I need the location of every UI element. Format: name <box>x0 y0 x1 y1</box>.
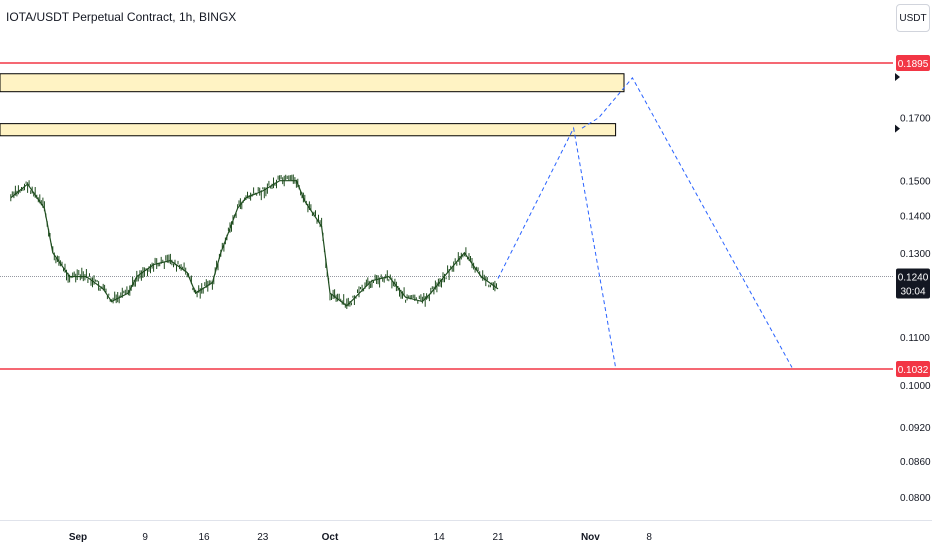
y-tick-label: 0.1500 <box>900 177 931 188</box>
projection-path-2[interactable] <box>581 76 793 368</box>
y-tick-label: 0.1300 <box>900 249 931 260</box>
x-tick-label: 14 <box>434 532 446 543</box>
currency-button[interactable]: USDT <box>896 4 930 32</box>
projection-path-1[interactable] <box>497 126 617 368</box>
y-tick-label: 0.0920 <box>900 423 931 434</box>
y-tick-label: 0.1000 <box>900 381 931 392</box>
chart-title: IOTA/USDT Perpetual Contract, 1h, BINGX <box>6 10 237 24</box>
resistance-zone-2[interactable] <box>0 123 617 137</box>
current-price-tag <box>896 268 930 299</box>
y-tick-label: 0.0800 <box>900 493 931 504</box>
zones-layer <box>0 73 625 137</box>
level-price-tag-label: 0.1895 <box>898 59 929 70</box>
candle-wicks <box>10 174 497 309</box>
levels-layer <box>0 62 893 370</box>
x-tick-label: 9 <box>142 532 148 543</box>
y-tick-label: 0.1100 <box>900 333 930 344</box>
x-axis[interactable]: Sep 9 16 23 Oct 14 21 Nov 8 <box>0 520 932 544</box>
y-tick-label: 0.1400 <box>900 211 931 222</box>
resistance-zone-1[interactable] <box>0 73 625 93</box>
y-tick-label: 0.0860 <box>900 457 931 468</box>
axis-marker-icon <box>895 124 900 133</box>
x-tick-label: 8 <box>646 532 652 543</box>
y-axis[interactable]: 0.1700 0.1500 0.1400 0.1300 0.1100 0.1000 0.09… <box>895 73 931 504</box>
axis-marker-icon <box>895 73 900 81</box>
x-tick-label: 16 <box>198 532 210 543</box>
x-tick-label: Sep <box>69 532 87 543</box>
price-series-layer <box>10 174 499 309</box>
current-price-label: 0.1240 <box>898 273 929 284</box>
price-line <box>10 180 499 307</box>
projection-layer <box>497 76 793 368</box>
y-tick-label: 0.1700 <box>900 114 931 125</box>
x-tick-label: 21 <box>492 532 504 543</box>
x-tick-label: Oct <box>322 532 339 543</box>
x-tick-label: 23 <box>257 532 269 543</box>
x-tick-label: Nov <box>581 532 600 543</box>
bar-countdown-label: 30:04 <box>900 287 925 298</box>
level-price-tag <box>896 55 930 71</box>
price-tags: 0.1895 0.1032 0.1240 30:04 <box>896 55 930 377</box>
level-price-tag-label: 0.1032 <box>898 365 929 376</box>
level-price-tag <box>896 361 930 377</box>
